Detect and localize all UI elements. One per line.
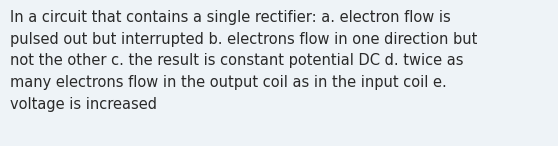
Text: In a circuit that contains a single rectifier: a. electron flow is
pulsed out bu: In a circuit that contains a single rect… [10,10,478,112]
